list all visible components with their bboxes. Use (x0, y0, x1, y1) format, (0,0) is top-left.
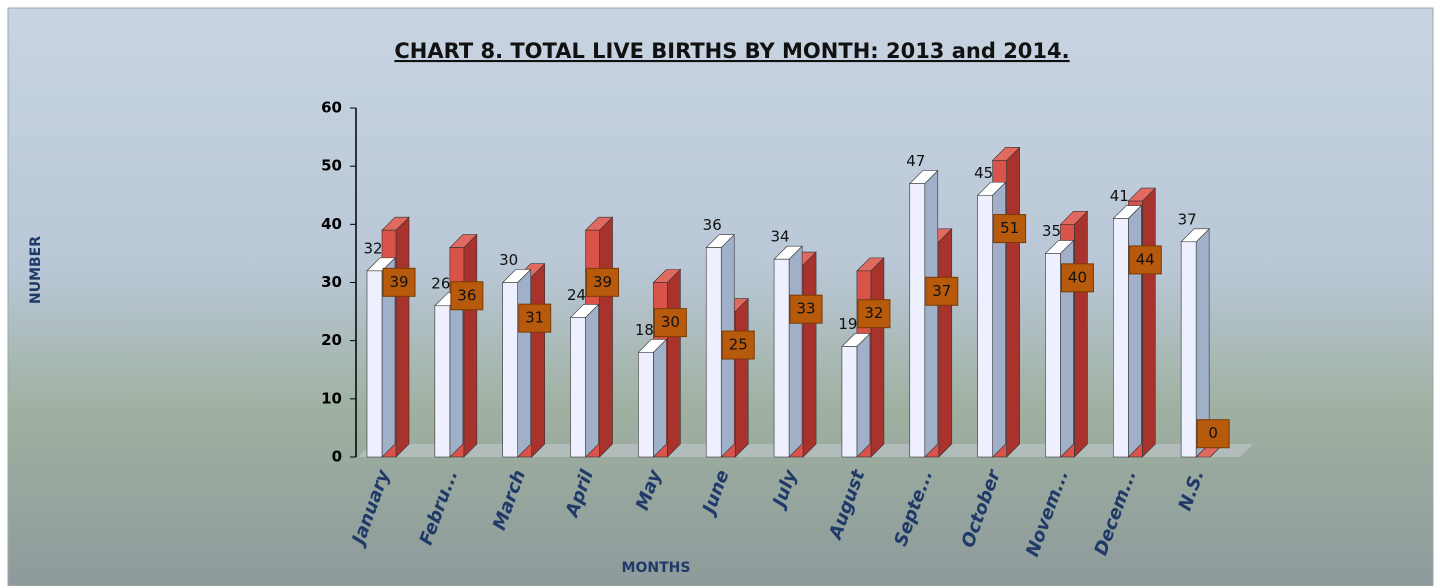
value-label: 39 (593, 273, 612, 291)
bar-side (939, 229, 952, 457)
value-label: 39 (389, 273, 408, 291)
value-label: 44 (1136, 250, 1155, 268)
bar (1181, 242, 1196, 457)
bar-side (1074, 211, 1087, 457)
value-label: 30 (499, 251, 518, 269)
value-label: 0 (1208, 424, 1218, 442)
value-label: 31 (525, 309, 544, 327)
bar-side (600, 217, 613, 457)
bar-side (789, 246, 802, 457)
bar-side (857, 333, 870, 457)
y-tick-label: 10 (321, 389, 342, 407)
page: CHART 8. TOTAL LIVE BIRTHS BY MONTH: 201… (0, 0, 1441, 586)
value-label: 24 (567, 286, 586, 304)
y-tick-label: 30 (321, 273, 342, 291)
bar (435, 306, 450, 457)
value-label: 26 (431, 274, 450, 292)
value-label: 30 (661, 313, 680, 331)
bar-side (735, 299, 748, 457)
bar-side (871, 258, 884, 457)
y-tick-label: 60 (321, 99, 342, 117)
value-label: 41 (1110, 187, 1129, 205)
value-label: 32 (864, 304, 883, 322)
bar-side (450, 293, 463, 457)
bar (842, 346, 857, 457)
bar (706, 248, 721, 457)
value-label: 34 (771, 228, 790, 246)
value-label: 32 (363, 239, 382, 257)
value-label: 51 (1000, 219, 1019, 237)
bar (503, 283, 518, 458)
bar (774, 259, 789, 457)
chart: CHART 8. TOTAL LIVE BIRTHS BY MONTH: 201… (0, 0, 1441, 586)
y-tick-label: 0 (332, 448, 342, 466)
bar-side (667, 270, 680, 458)
bar-side (586, 304, 599, 457)
y-tick-label: 50 (321, 157, 342, 175)
value-label: 35 (1042, 222, 1061, 240)
bar-side (1128, 206, 1141, 457)
y-tick-label: 20 (321, 331, 342, 349)
bar-side (464, 235, 477, 457)
bar-side (532, 264, 545, 457)
value-label: 37 (1178, 210, 1197, 228)
value-label: 36 (457, 286, 476, 304)
x-axis-label: MONTHS (622, 560, 691, 576)
bar (367, 271, 382, 457)
y-tick-label: 40 (321, 215, 342, 233)
bar-side (653, 339, 666, 457)
value-label: 45 (974, 164, 993, 182)
bar-side (925, 171, 938, 457)
bar-side (803, 252, 816, 457)
value-label: 37 (932, 282, 951, 300)
bar (1045, 253, 1060, 457)
value-label: 33 (797, 300, 816, 318)
bar-side (1007, 147, 1020, 457)
bar (1113, 219, 1128, 457)
bar-side (1142, 188, 1155, 457)
value-label: 18 (635, 321, 654, 339)
bar-side (396, 217, 409, 457)
bar (978, 195, 993, 457)
value-label: 25 (729, 336, 748, 354)
bar (571, 317, 586, 457)
value-label: 36 (703, 216, 722, 234)
bar-side (518, 270, 531, 458)
chart-title: CHART 8. TOTAL LIVE BIRTHS BY MONTH: 201… (394, 39, 1069, 63)
bar (910, 184, 925, 457)
y-axis-label: NUMBER (28, 236, 44, 304)
value-label: 19 (838, 315, 857, 333)
bar (638, 352, 653, 457)
value-label: 47 (906, 152, 925, 170)
value-label: 40 (1068, 268, 1087, 286)
